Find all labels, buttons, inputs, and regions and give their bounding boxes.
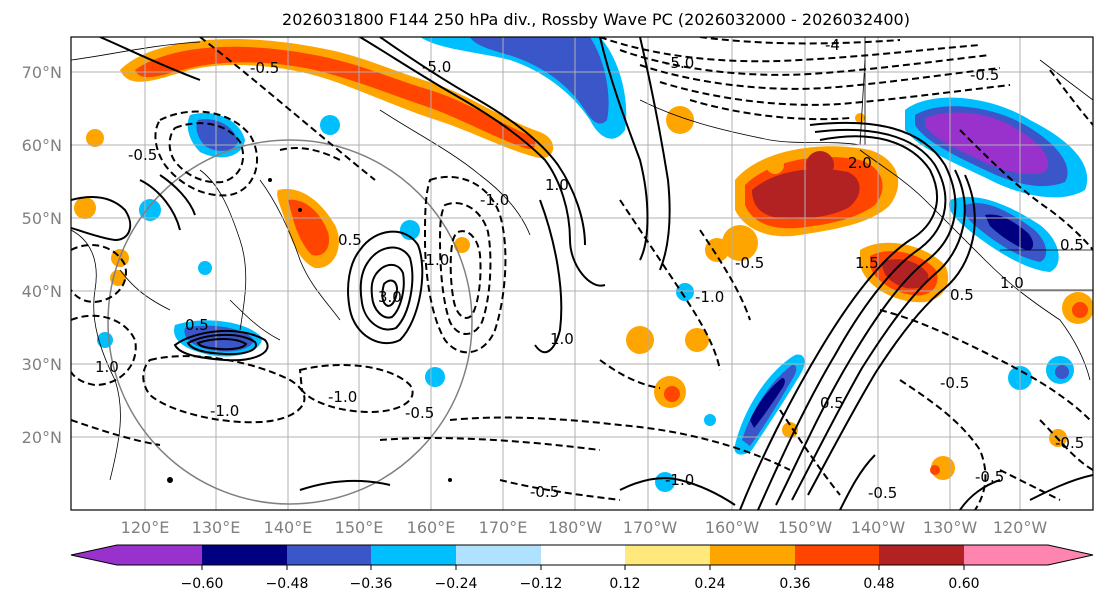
contour-label: -0.5 — [405, 404, 434, 422]
reference-circle — [107, 139, 473, 505]
colorbar-bin — [541, 545, 625, 565]
contour-label: -0.5 — [868, 484, 897, 502]
contour-labels: -0.5 -0.5 -1.0 -1.0 -0.5 -1.0 -0.5 -0.5 … — [95, 36, 1084, 502]
lat-label: 50°N — [22, 209, 62, 228]
colorbar-extend-high — [1048, 545, 1093, 565]
lon-label: 120°E — [121, 518, 170, 537]
colorbar-bin — [456, 545, 541, 565]
colorbar: −0.60 −0.48 −0.36 −0.24 −0.12 0.12 0.24 … — [70, 544, 1094, 592]
contour-label: -0.5 — [940, 374, 969, 392]
colorbar-ticks — [201, 565, 965, 570]
lat-label: 30°N — [22, 355, 62, 374]
lon-label: 130°W — [923, 518, 978, 537]
colorbar-tick-label: 0.60 — [948, 576, 979, 592]
colorbar-tick-label: 0.36 — [779, 576, 810, 592]
contour-label: -0.5 — [970, 66, 999, 84]
coastlines — [71, 37, 1093, 483]
contour-label: -5.0 — [665, 54, 694, 72]
colorbar-bin — [287, 545, 371, 565]
contour-label: -0.5 — [975, 468, 1004, 486]
lon-label: 140°E — [264, 518, 313, 537]
lat-label: 60°N — [22, 136, 62, 155]
contour-label: -0.5 — [250, 59, 279, 77]
contour-label: 0.5 — [1060, 236, 1084, 254]
contour-label: 2.0 — [848, 154, 872, 172]
colorbar-tick-label: 0.24 — [694, 576, 725, 592]
colorbar-extend-low — [71, 545, 117, 565]
colorbar-tick-label: −0.60 — [181, 576, 224, 592]
colorbar-tick-label: −0.36 — [350, 576, 393, 592]
lon-label: 150°W — [778, 518, 833, 537]
contour-label: -4 — [825, 36, 840, 54]
lat-lon-grid — [71, 37, 1093, 510]
contour-label: 1.0 — [1000, 274, 1024, 292]
contour-label: -5.0 — [422, 58, 451, 76]
lon-label: 140°W — [851, 518, 906, 537]
colorbar-tick-label: −0.12 — [520, 576, 563, 592]
lon-label: 170°W — [623, 518, 678, 537]
contour-label: 0.5 — [820, 394, 844, 412]
contour-label: -1.0 — [210, 402, 239, 420]
lat-label: 70°N — [22, 63, 62, 82]
positive-contours — [71, 37, 1093, 510]
colorbar-bin — [795, 545, 879, 565]
contour-label: 1.0 — [545, 176, 569, 194]
map-title: 2026031800 F144 250 hPa div., Rossby Wav… — [282, 10, 910, 29]
contour-label: -1.0 — [665, 471, 694, 489]
longitude-labels: 120°E 130°E 140°E 150°E 160°E 170°E 180°… — [121, 518, 1048, 537]
colorbar-bin — [117, 545, 202, 565]
contour-label: -1.0 — [420, 251, 449, 269]
contour-label: -1.0 — [328, 388, 357, 406]
colorbar-bin — [202, 545, 287, 565]
contour-label: -0.5 — [128, 146, 157, 164]
contour-label: 1.0 — [550, 330, 574, 348]
colorbar-tick-label: −0.24 — [435, 576, 478, 592]
negative-contours — [71, 37, 1093, 510]
lon-label: 170°E — [479, 518, 528, 537]
contour-label: -1.0 — [695, 288, 724, 306]
contour-label: 0.5 — [950, 286, 974, 304]
map-panel: -0.5 -0.5 -1.0 -1.0 -0.5 -1.0 -0.5 -0.5 … — [70, 36, 1094, 511]
contour-label: 1.0 — [95, 358, 119, 376]
lon-label: 160°E — [407, 518, 456, 537]
contour-label: -1.0 — [480, 191, 509, 209]
latitude-labels: 70°N 60°N 50°N 40°N 30°N 20°N — [22, 63, 62, 447]
contour-label: 1.5 — [855, 254, 879, 272]
colorbar-tick-label: 0.48 — [863, 576, 894, 592]
lon-label: 160°W — [705, 518, 760, 537]
lon-label: 180°W — [548, 518, 603, 537]
lat-label: 40°N — [22, 282, 62, 301]
contour-label: -0.5 — [530, 483, 559, 501]
contour-label: 3.0 — [378, 288, 402, 306]
colorbar-bin — [964, 545, 1048, 565]
lat-label: 20°N — [22, 428, 62, 447]
contour-label: 0.5 — [185, 316, 209, 334]
contour-label: -0.5 — [735, 254, 764, 272]
colorbar-bin — [879, 545, 964, 565]
colorbar-bin — [625, 545, 710, 565]
colorbar-tick-label: 0.12 — [609, 576, 640, 592]
contour-label: 0.5 — [338, 231, 362, 249]
lon-label: 150°E — [335, 518, 384, 537]
colorbar-bin — [710, 545, 795, 565]
colorbar-tick-label: −0.48 — [266, 576, 309, 592]
lon-label: 120°W — [993, 518, 1048, 537]
lon-label: 130°E — [192, 518, 241, 537]
colorbar-bin — [371, 545, 456, 565]
contour-label: -0.5 — [1055, 434, 1084, 452]
